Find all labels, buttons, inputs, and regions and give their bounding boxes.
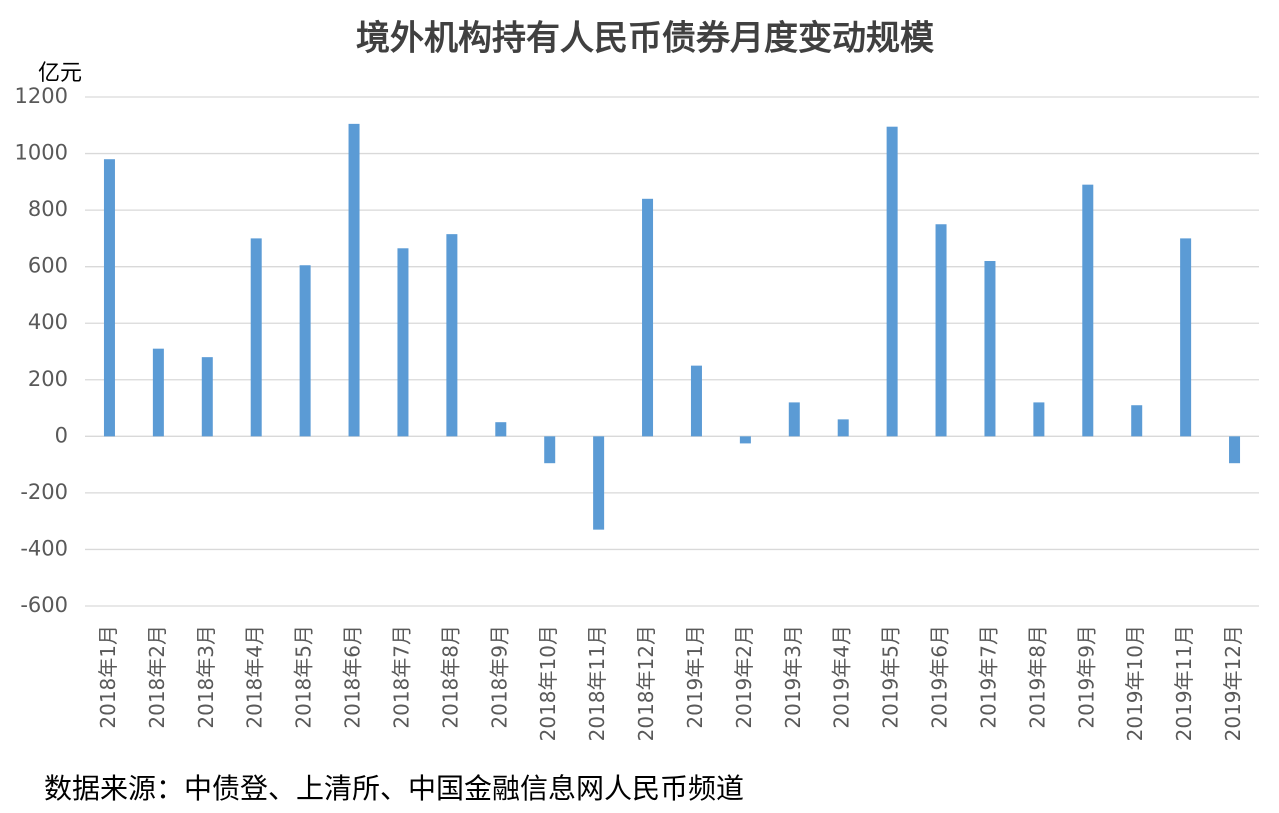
y-tick-label: 0: [55, 423, 68, 447]
x-tick-label: 2019年6月: [928, 625, 952, 729]
x-tick-label: 2018年8月: [438, 625, 462, 729]
x-tick-label: 2018年3月: [194, 625, 218, 729]
bar: [495, 422, 507, 437]
x-tick-label: 2019年11月: [1172, 625, 1196, 741]
y-tick-label: -400: [20, 536, 68, 560]
y-tick-label: 400: [28, 310, 68, 334]
bar: [152, 348, 164, 437]
x-tick-label: 2019年2月: [732, 625, 756, 729]
bar: [250, 238, 262, 437]
x-tick-label: 2018年1月: [96, 625, 120, 729]
bar: [1082, 184, 1094, 437]
y-tick-label: 800: [28, 197, 68, 221]
bar: [984, 261, 996, 437]
bar: [446, 234, 458, 437]
bar: [348, 123, 360, 437]
bar: [739, 436, 751, 444]
x-tick-label: 2018年7月: [389, 625, 413, 729]
source-note: 数据来源：中债登、上清所、中国金融信息网人民币频道: [44, 772, 744, 805]
y-tick-label: 200: [28, 367, 68, 391]
bar: [103, 159, 115, 437]
x-tick-label: 2018年2月: [145, 625, 169, 729]
y-tick-label: 1200: [15, 84, 68, 108]
bar: [642, 198, 654, 437]
bar: [201, 357, 213, 437]
x-tick-label: 2019年10月: [1123, 625, 1147, 741]
x-tick-label: 2018年6月: [341, 625, 365, 729]
x-tick-label: 2019年8月: [1025, 625, 1049, 729]
bar: [544, 436, 556, 464]
x-tick-label: 2019年4月: [830, 625, 854, 729]
chart-title: 境外机构持有人民币债券月度变动规模: [356, 19, 934, 59]
x-tick-label: 2018年9月: [487, 625, 511, 729]
x-tick-label: 2018年4月: [243, 625, 267, 729]
x-tick-label: 2019年7月: [976, 625, 1000, 729]
y-axis-label: 亿元: [38, 61, 82, 86]
bar: [788, 402, 800, 437]
x-tick-label: 2018年10月: [536, 625, 560, 741]
bar: [690, 365, 702, 437]
bar: [935, 224, 947, 437]
x-tick-label: 2019年3月: [781, 625, 805, 729]
y-tick-label: -600: [20, 593, 68, 617]
x-tick-label: 2018年11月: [585, 625, 609, 741]
bar: [397, 248, 409, 437]
bar: [1033, 402, 1045, 437]
y-tick-label: 600: [28, 254, 68, 278]
x-tick-label: 2019年5月: [879, 625, 903, 729]
x-tick-label: 2018年5月: [292, 625, 316, 729]
bar: [593, 436, 605, 530]
y-tick-label: 1000: [15, 141, 68, 165]
bar: [1131, 405, 1143, 437]
bar: [1229, 436, 1241, 464]
x-tick-label: 2019年12月: [1221, 625, 1245, 741]
bar: [299, 265, 311, 437]
x-tick-label: 2019年1月: [683, 625, 707, 729]
bar: [1180, 238, 1192, 437]
x-tick-label: 2019年9月: [1074, 625, 1098, 729]
bar: [886, 126, 898, 437]
y-tick-label: -200: [20, 480, 68, 504]
bar: [837, 419, 849, 437]
x-tick-label: 2018年12月: [634, 625, 658, 741]
